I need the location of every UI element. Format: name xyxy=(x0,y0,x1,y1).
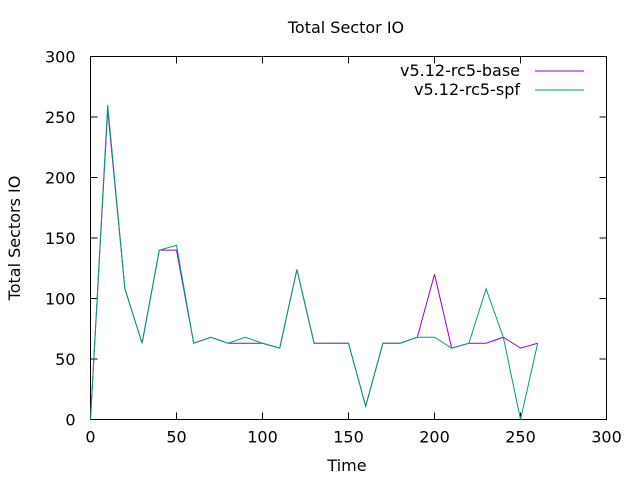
chart-title: Total Sector IO xyxy=(287,18,404,37)
y-tick-label: 300 xyxy=(45,48,76,67)
y-tick-label: 250 xyxy=(45,108,76,127)
x-tick-label: 250 xyxy=(505,428,536,447)
x-tick-label: 200 xyxy=(419,428,450,447)
legend-label-2: v5.12-rc5-spf xyxy=(414,80,520,99)
y-tick-label: 0 xyxy=(65,411,75,430)
series-line-2 xyxy=(90,104,539,420)
legend-label-1: v5.12-rc5-base xyxy=(400,61,520,80)
y-tick-label: 50 xyxy=(55,350,75,369)
x-tick-label: 0 xyxy=(85,428,95,447)
y-tick-label: 200 xyxy=(45,169,76,188)
x-axis-label: Time xyxy=(326,456,366,475)
y-tick-label: 100 xyxy=(45,290,76,309)
plot-frame xyxy=(90,56,607,420)
series-lines xyxy=(90,104,539,420)
x-tick-label: 100 xyxy=(247,428,278,447)
x-tick-label: 150 xyxy=(333,428,364,447)
series-line-1 xyxy=(90,109,538,420)
x-tick-label: 50 xyxy=(166,428,186,447)
x-tick-label: 300 xyxy=(591,428,622,447)
axis-ticks: 0 50 100 150 200 250 300 0 50 100 150 200 250 300 xyxy=(45,48,622,447)
y-axis-label: Total Sectors IO xyxy=(5,176,24,302)
y-tick-label: 150 xyxy=(45,229,76,248)
